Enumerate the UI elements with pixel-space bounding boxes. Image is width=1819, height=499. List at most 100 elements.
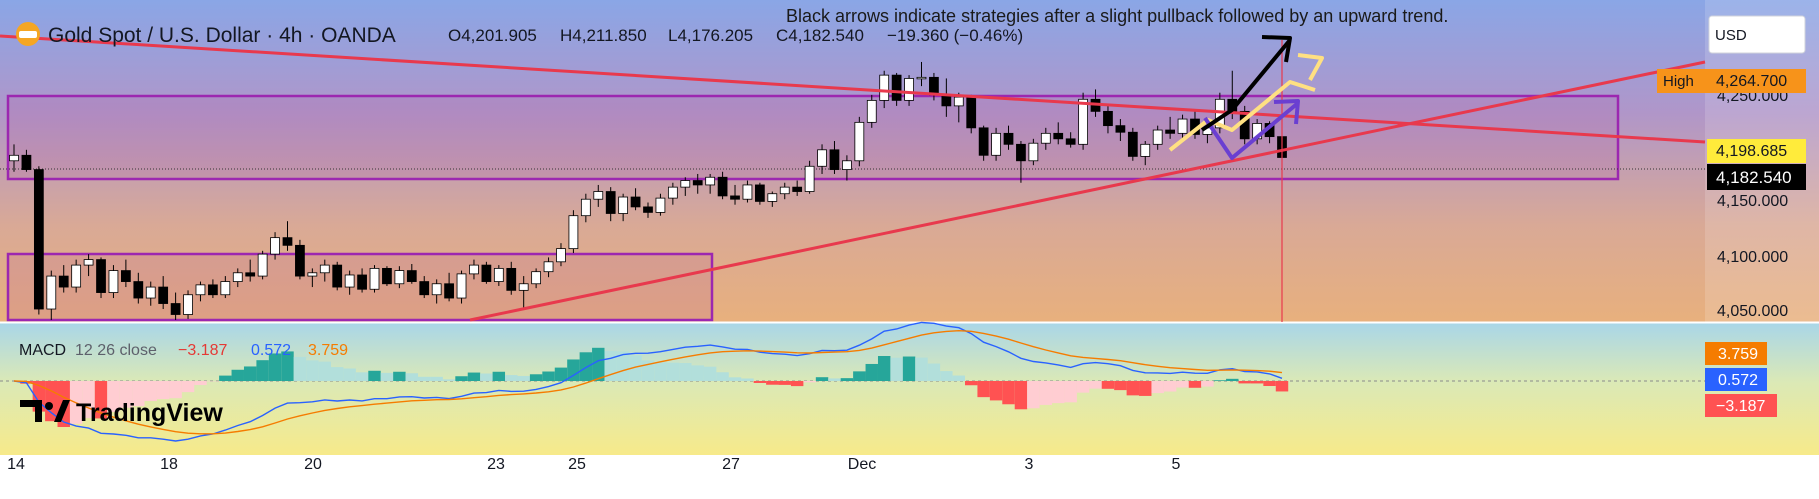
candle-up — [593, 191, 604, 200]
macd-histogram-bar — [592, 347, 605, 381]
ohlc-change: −19.360 (−0.46%) — [887, 26, 1023, 45]
candle-up — [556, 248, 566, 263]
candle-down — [730, 195, 740, 200]
macd-signal-legend: 3.759 — [308, 342, 348, 359]
candle-down — [58, 275, 69, 288]
macd-histogram-bar — [1052, 381, 1065, 404]
macd-histogram-bar — [306, 360, 319, 381]
macd-histogram-bar — [1126, 381, 1140, 396]
ohlc-close: C4,182.540 — [776, 26, 864, 45]
macd-label[interactable]: MACD — [19, 342, 66, 359]
black-arrow-head — [1261, 35, 1292, 63]
candle-up — [1152, 129, 1163, 145]
macd-histogram-bar — [902, 356, 916, 381]
macd-histogram-bar — [45, 381, 58, 422]
high-tag — [1657, 69, 1707, 93]
macd-histogram-bar — [654, 362, 667, 381]
macd-histogram-bar — [405, 373, 419, 381]
time-axis-label: 14 — [7, 456, 25, 473]
candle-up — [568, 215, 579, 250]
macd-histogram-bar — [1027, 381, 1040, 409]
chart-annotation: Black arrows indicate strategies after a… — [786, 6, 1448, 26]
candle-up — [83, 259, 94, 266]
macd-histogram-bar — [181, 381, 195, 393]
macd-histogram-bar — [380, 372, 394, 381]
hist-value-tag — [1705, 394, 1777, 417]
macd-histogram-bar — [542, 371, 555, 381]
candle-up — [804, 165, 815, 192]
macd-value-text: 0.572 — [1718, 372, 1758, 389]
macd-histogram-bar — [455, 376, 468, 381]
candle-up — [46, 275, 57, 310]
macd-histogram-bar — [567, 359, 580, 381]
high-price-value: 4,264.700 — [1716, 73, 1787, 90]
symbol-title[interactable]: Gold Spot / U.S. Dollar · 4h · OANDA — [48, 24, 396, 47]
macd-histogram-bar — [231, 369, 244, 381]
candle-down — [1003, 132, 1014, 145]
last-price-value: 4,182.540 — [1716, 168, 1792, 187]
candle-down — [245, 272, 256, 277]
time-axis-label: 18 — [160, 456, 178, 473]
macd-histogram-bar — [1238, 381, 1251, 384]
tradingview-logo: TradingView — [20, 399, 223, 427]
candle-down — [33, 169, 44, 310]
macd-histogram — [20, 347, 1289, 427]
macd-histogram-bar — [666, 362, 680, 381]
candle-up — [842, 160, 852, 170]
macd-histogram-bar — [281, 351, 294, 381]
time-axis: 14 18 20 23 25 27 Dec 3 5 — [7, 456, 1180, 473]
candle-down — [966, 96, 977, 129]
candle-up — [680, 180, 691, 188]
macd-histogram-bar — [268, 353, 282, 381]
candle-down — [444, 283, 454, 299]
candle-down — [1053, 132, 1064, 140]
macd-histogram-bar — [480, 373, 493, 381]
candle-up — [344, 274, 355, 288]
macd-histogram-bar — [1250, 381, 1264, 384]
high-price-label — [1707, 69, 1806, 93]
macd-histogram-bar — [219, 375, 232, 381]
macd-histogram-bar — [679, 362, 692, 381]
macd-histogram-bar — [1263, 381, 1276, 386]
candle-up — [493, 267, 504, 282]
macd-histogram-bar — [1213, 380, 1227, 381]
candle-up — [991, 132, 1001, 156]
candle-down — [481, 264, 492, 282]
yellow-arrow-head — [1297, 53, 1324, 81]
macd-histogram-bar — [840, 378, 854, 381]
candle-down — [1165, 129, 1175, 134]
candle-down — [419, 281, 430, 296]
macd-histogram-bar — [492, 371, 506, 381]
macd-histogram-bar — [927, 363, 941, 381]
macd-histogram-bar — [1275, 381, 1289, 392]
currency-selector[interactable] — [1708, 15, 1806, 54]
macd-histogram-bar — [778, 381, 791, 385]
macd-histogram-bar — [194, 381, 207, 386]
macd-histogram-bar — [865, 363, 878, 381]
last-price-label — [1707, 164, 1806, 190]
macd-histogram-bar — [877, 356, 891, 381]
macd-histogram-bar — [368, 370, 381, 381]
macd-histogram-bar — [156, 381, 170, 400]
ohlc-open: O4,201.905 — [448, 26, 537, 45]
macd-histogram-bar — [766, 381, 779, 385]
macd-histogram-bar — [119, 381, 133, 408]
time-axis-background — [0, 455, 1819, 499]
candle-up — [767, 193, 778, 202]
macd-histogram-bar — [989, 381, 1003, 401]
macd-histogram-bar — [132, 381, 145, 407]
candle-down — [121, 270, 131, 282]
candle-down — [96, 259, 106, 293]
candle-down — [382, 267, 392, 285]
macd-histogram-bar — [828, 378, 841, 381]
candle-up — [394, 270, 405, 285]
macd-histogram-bar — [1139, 381, 1152, 396]
candle-down — [1016, 143, 1026, 162]
macd-histogram-bar — [1076, 381, 1090, 393]
candle-down — [643, 206, 653, 213]
candle-up — [270, 237, 280, 255]
candle-up — [257, 253, 268, 277]
ohlc-low: L4,176.205 — [668, 26, 753, 45]
macd-histogram-bar — [977, 381, 990, 398]
